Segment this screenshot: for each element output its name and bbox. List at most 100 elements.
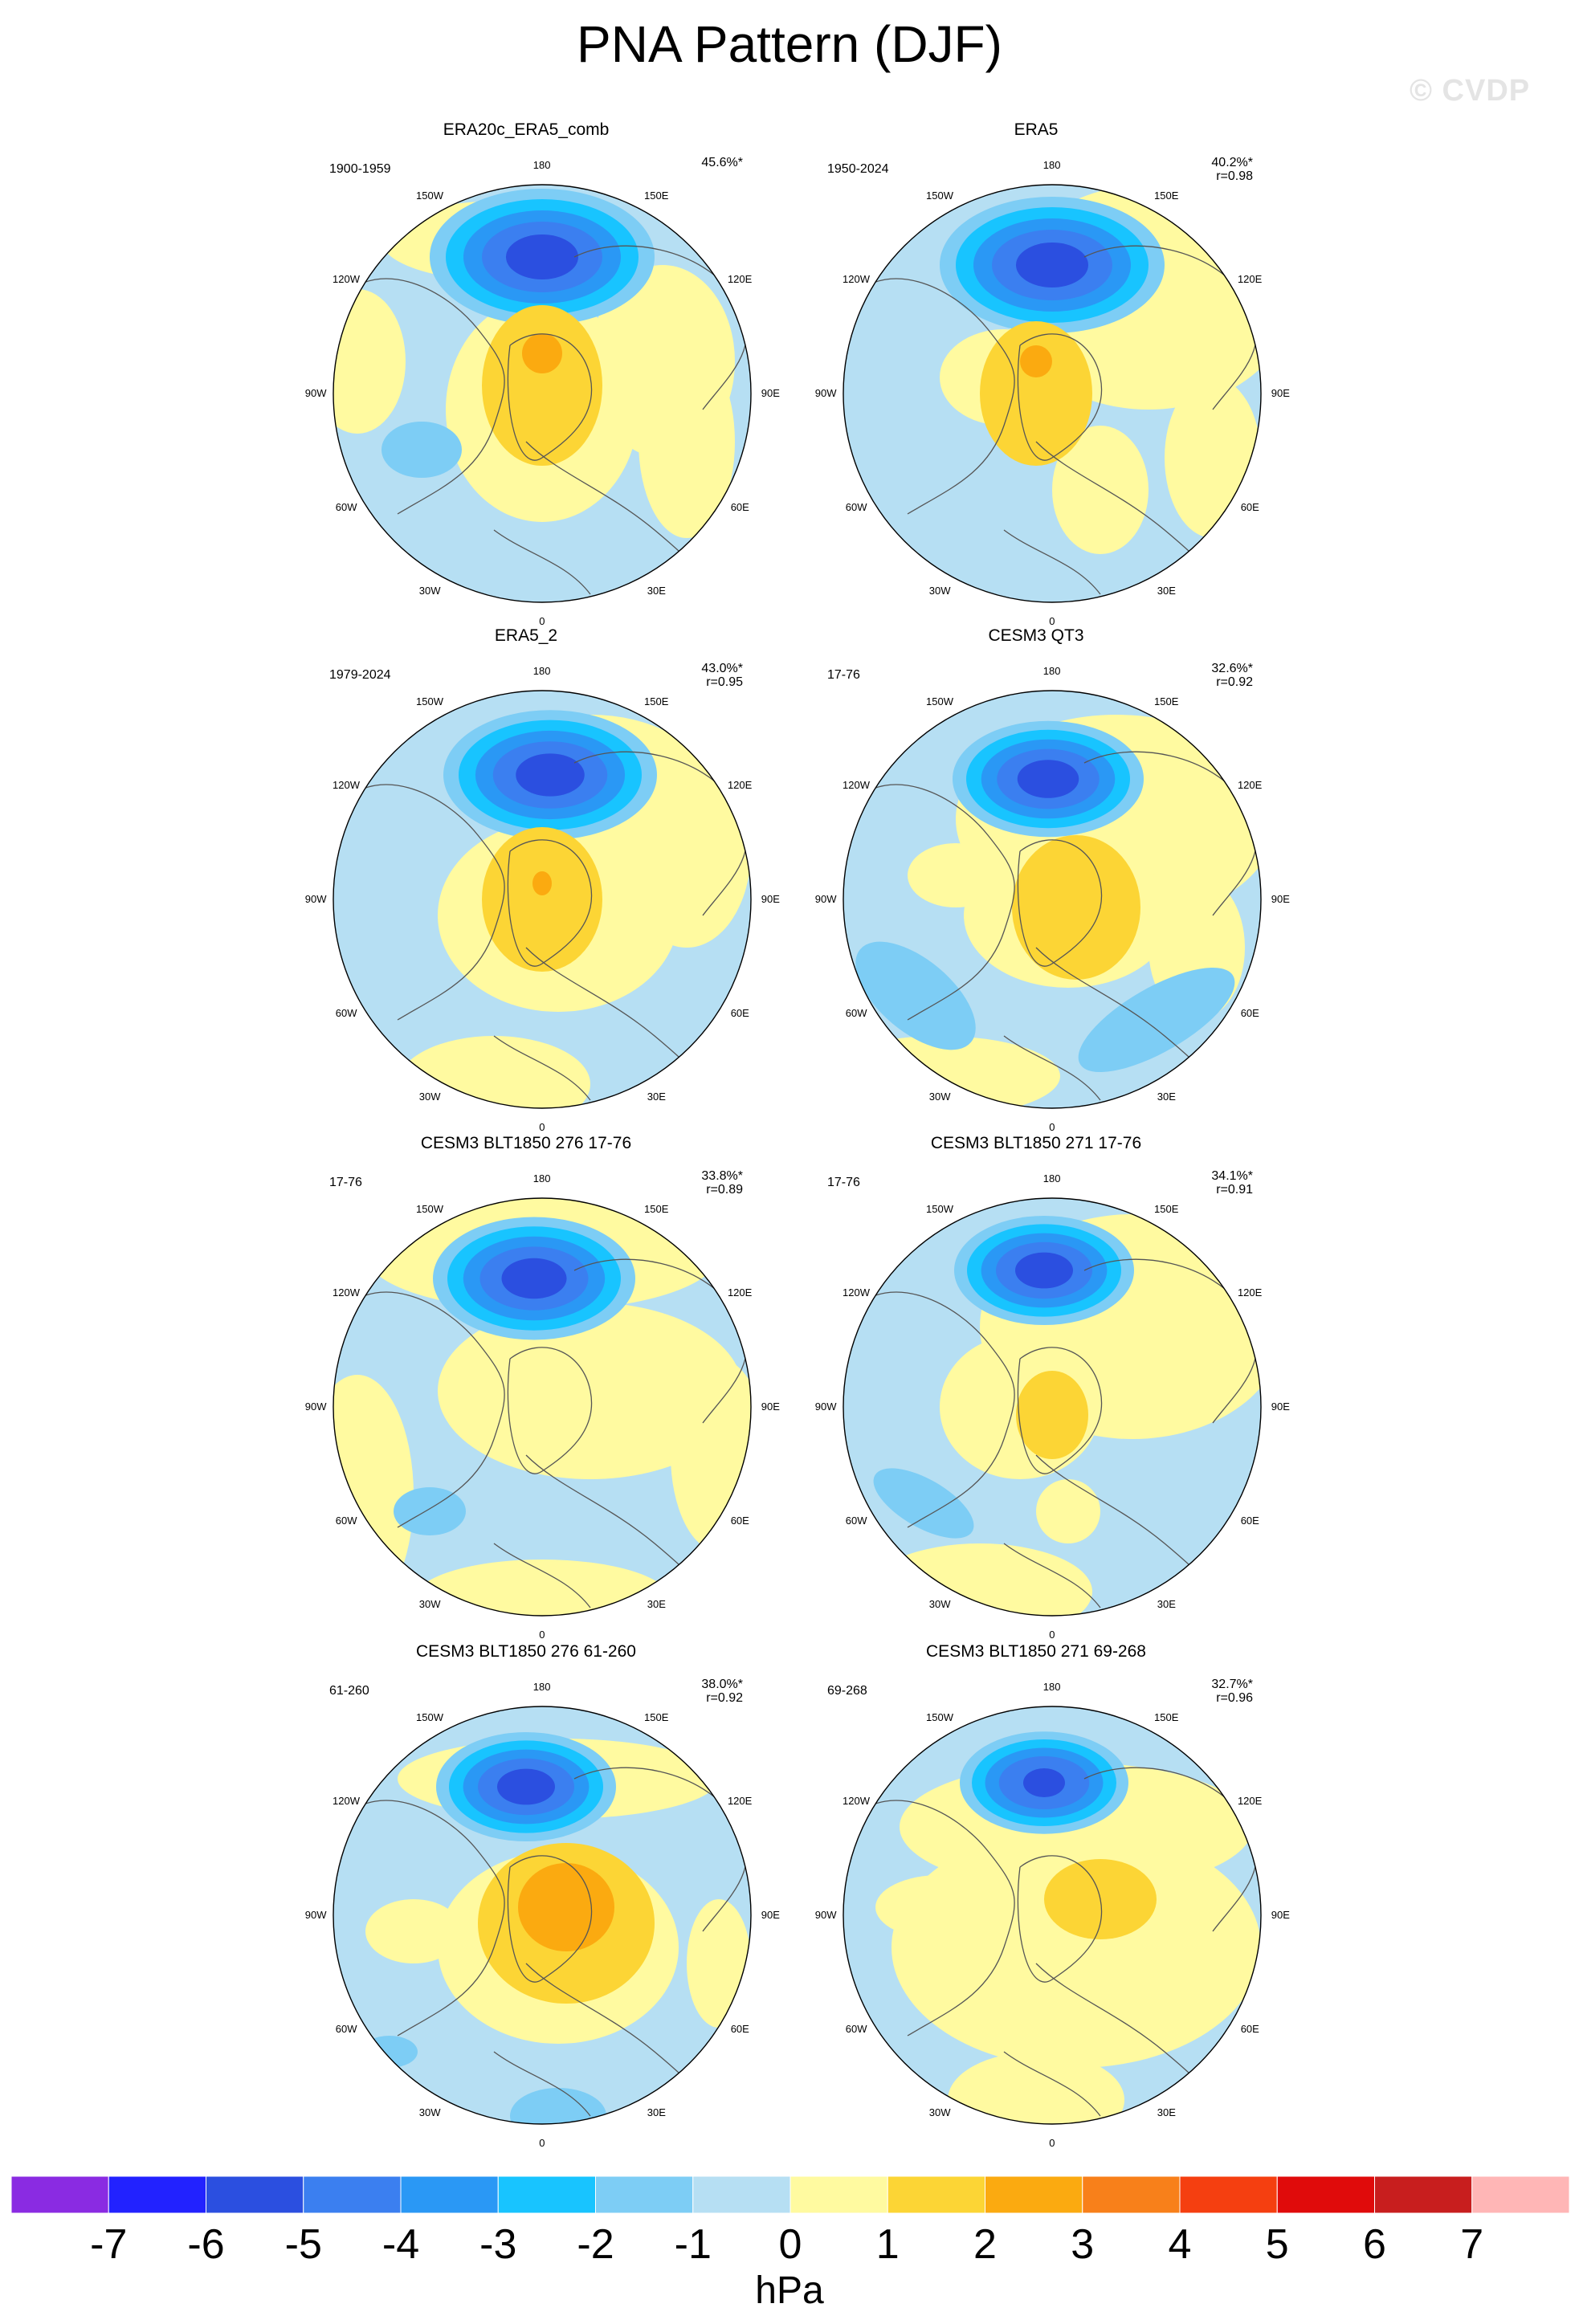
positive-anomaly-region (1036, 1479, 1100, 1543)
positive-anomaly-core (482, 305, 602, 466)
polar-map (843, 1706, 1262, 2125)
coastline (851, 1291, 1015, 1528)
positive-anomaly-core (980, 321, 1092, 466)
longitude-label: 30E (647, 1090, 666, 1103)
polar-map (333, 1197, 752, 1617)
positive-anomaly-core (1020, 345, 1052, 377)
colorbar-swatch (206, 2176, 304, 2214)
positive-anomaly-region (687, 1899, 751, 2028)
panel-variance: 40.2%* r=0.98 (1211, 156, 1253, 183)
longitude-label: 60E (730, 501, 749, 513)
coastline (851, 784, 1015, 1021)
longitude-label: 30W (418, 1597, 441, 1610)
coastline (493, 529, 591, 595)
panel-variance: 45.6%* (701, 156, 743, 169)
polar-map (843, 184, 1262, 603)
colorbar-tick-label: -6 (187, 2221, 225, 2268)
longitude-label: 120E (1237, 273, 1263, 285)
longitude-label: 90E (761, 1909, 780, 1921)
longitude-label: 180 (532, 1681, 551, 1693)
longitude-label: 30W (928, 1090, 951, 1103)
longitude-label: 90E (761, 893, 780, 905)
negative-anomaly-core (1023, 1768, 1065, 1797)
positive-anomaly-region (414, 1560, 671, 1616)
map-border (843, 690, 1262, 1109)
coastline (1003, 2051, 1101, 2117)
colorbar-tick-label: 1 (875, 2221, 900, 2268)
panel-variance: 32.7%* r=0.96 (1211, 1678, 1253, 1705)
coastline (851, 1800, 1015, 2037)
longitude-label: 180 (1042, 1172, 1061, 1184)
longitude-label: 120E (727, 273, 753, 285)
negative-anomaly-region (381, 422, 462, 478)
longitude-label: 150W (926, 1203, 953, 1216)
colorbar-swatch (692, 2176, 791, 2214)
positive-anomaly-region (639, 345, 735, 538)
positive-anomaly-region (867, 1543, 1092, 1616)
longitude-label: 150E (1154, 1711, 1179, 1724)
positive-anomaly-region (875, 1875, 1004, 1939)
positive-anomaly-region (365, 1899, 462, 1963)
map-border (333, 1197, 752, 1617)
longitude-label: 180 (532, 665, 551, 677)
longitude-label: 30E (1157, 2106, 1176, 2118)
colorbar-tick-label: 7 (1460, 2221, 1484, 2268)
map-border (843, 1706, 1262, 2125)
longitude-label: 120W (333, 1286, 361, 1299)
panel-era20c-era5-comb: ERA20c_ERA5_comb 1900-1959 45.6%* 180 150… (269, 120, 992, 627)
longitude-label: 60W (335, 1007, 357, 1019)
negative-anomaly-contour (1017, 760, 1079, 798)
longitude-label: 150W (926, 1711, 953, 1724)
panel-title: CESM3 BLT1850 276 61-260 (416, 1642, 636, 1661)
longitude-label: 120E (727, 1286, 753, 1299)
longitude-label: 30W (928, 1597, 951, 1610)
colorbar-swatch (1179, 2176, 1278, 2214)
colorbar-swatch (1374, 2176, 1473, 2214)
longitude-label: 120E (1237, 779, 1263, 791)
longitude-label: 60E (1240, 2023, 1259, 2035)
coastline (1017, 839, 1103, 967)
longitude-label: 150E (644, 1711, 669, 1724)
longitude-label: 120W (843, 1286, 871, 1299)
colorbar-tick-label: -1 (674, 2221, 712, 2268)
coastline (507, 1855, 593, 1983)
longitude-label: 120E (727, 779, 753, 791)
negative-anomaly-region (394, 1487, 466, 1535)
panel-variance: 43.0%* r=0.95 (701, 662, 743, 689)
panel-period: 1950-2024 (827, 162, 889, 176)
longitude-label: 180 (1042, 1681, 1061, 1693)
longitude-label: 120W (843, 273, 871, 285)
longitude-label: 150E (1154, 695, 1179, 708)
longitude-label: 30E (647, 1597, 666, 1610)
negative-anomaly-contour (516, 753, 585, 797)
positive-anomaly-region (908, 843, 1004, 907)
longitude-label: 30E (647, 584, 666, 597)
panel-era5: ERA5 1950-2024 40.2%* r=0.98 180 150E 120E 9… (779, 120, 1502, 627)
colorbar-tick-label: 0 (778, 2221, 802, 2268)
positive-anomaly-region (622, 755, 751, 948)
longitude-label: 60E (1240, 501, 1259, 513)
coastline (493, 2051, 591, 2117)
panel-period: 69-268 (827, 1684, 867, 1698)
colorbar-swatch (108, 2176, 206, 2214)
longitude-label: 60E (1240, 1007, 1259, 1019)
map-border (333, 690, 752, 1109)
watermark: © CVDP (1410, 74, 1531, 108)
colorbar-swatch (1471, 2176, 1569, 2214)
colorbar-swatch (1082, 2176, 1181, 2214)
longitude-label: 60E (730, 2023, 749, 2035)
longitude-label: 30E (1157, 1597, 1176, 1610)
positive-anomaly-core (1012, 835, 1140, 980)
longitude-label: 180 (1042, 159, 1061, 171)
longitude-label: 60W (845, 1007, 867, 1019)
panel-title: CESM3 BLT1850 271 17-76 (930, 1134, 1142, 1152)
longitude-label: 120E (727, 1795, 753, 1807)
longitude-label: 0 (1049, 2137, 1055, 2149)
panel-title: CESM3 BLT1850 271 69-268 (926, 1642, 1146, 1661)
panel-variance: 38.0%* r=0.92 (701, 1678, 743, 1705)
positive-anomaly-core (1016, 1371, 1088, 1459)
negative-anomaly-contour (506, 234, 578, 279)
negative-anomaly-region (1078, 968, 1235, 1072)
polar-map (333, 1706, 752, 2125)
negative-anomaly-region (510, 2088, 606, 2124)
